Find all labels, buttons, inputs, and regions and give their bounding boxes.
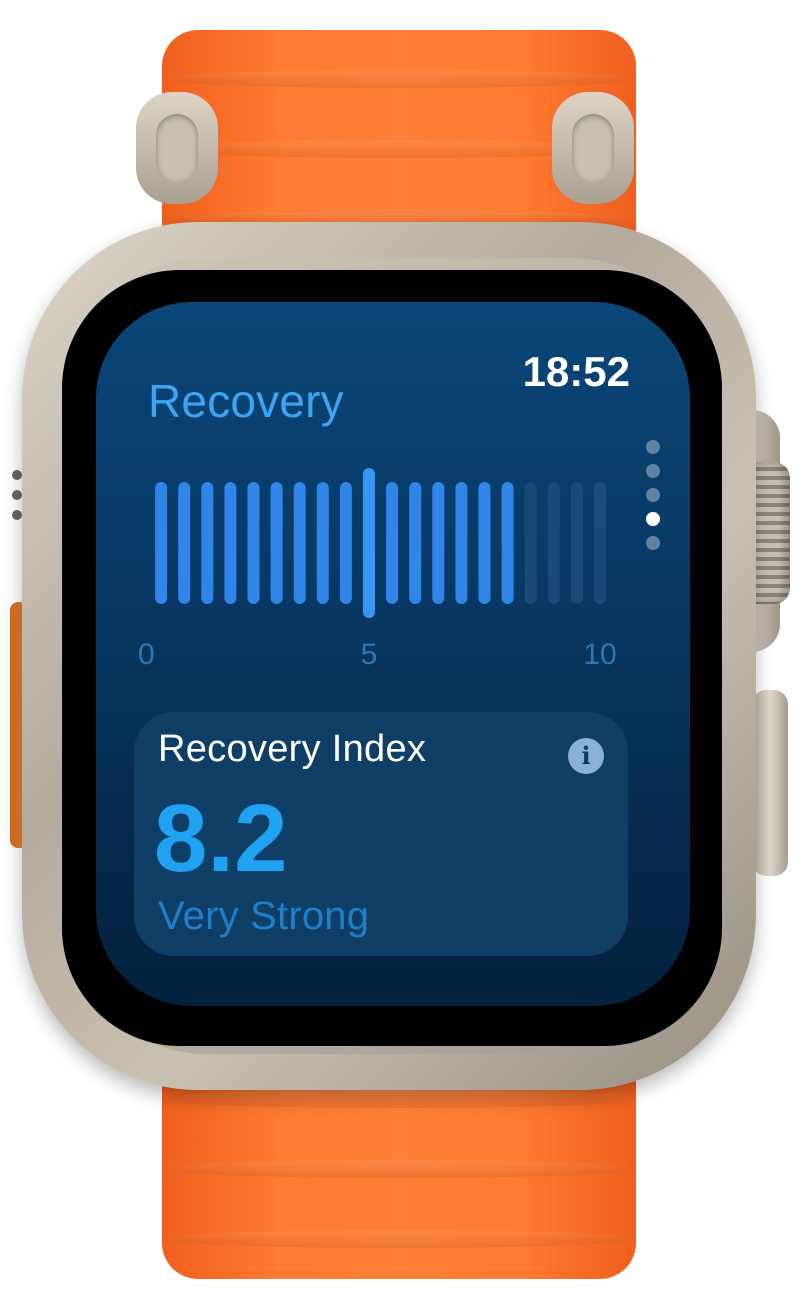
clock-time: 18:52	[522, 348, 630, 395]
x-tick-label: 10	[583, 638, 616, 671]
x-tick-label: 0	[138, 638, 155, 671]
recovery-bar	[224, 482, 237, 604]
recovery-bar	[155, 482, 168, 604]
page-dot	[646, 440, 660, 454]
band-rib	[162, 140, 636, 158]
side-button[interactable]	[752, 690, 788, 876]
recovery-bar	[594, 482, 606, 604]
page-dot-active	[646, 512, 660, 526]
lug-left	[136, 92, 218, 204]
recovery-bar	[524, 482, 537, 604]
band-rib	[162, 1090, 636, 1108]
recovery-bar	[247, 482, 260, 604]
recovery-bar	[570, 482, 583, 604]
recovery-index-card[interactable]: Recovery Index i 8.2 Very Strong	[134, 712, 628, 956]
page-dot	[646, 488, 660, 502]
band-rib	[162, 70, 636, 88]
recovery-bar	[409, 482, 422, 604]
page-dot	[646, 536, 660, 550]
recovery-bar	[478, 482, 491, 604]
speaker-hole	[12, 510, 22, 520]
watch-screen: Recovery 18:52 0 5 10 Recovery Index i 8.2…	[96, 302, 690, 1006]
recovery-bar	[432, 482, 445, 604]
recovery-bar	[386, 482, 399, 604]
band-rib	[162, 1230, 636, 1248]
recovery-bar	[270, 482, 283, 604]
lug-right	[552, 92, 634, 204]
speaker-hole	[12, 470, 22, 480]
app-title: Recovery	[148, 375, 344, 427]
page-dot	[646, 464, 660, 478]
recovery-bar-chart: 0 5 10	[138, 468, 617, 671]
recovery-bar	[201, 482, 214, 604]
recovery-bar	[316, 482, 329, 604]
recovery-bar	[455, 482, 468, 604]
speaker-hole	[12, 490, 22, 500]
x-tick-label: 5	[361, 638, 378, 671]
recovery-bar	[339, 482, 352, 604]
recovery-bar	[293, 482, 306, 604]
recovery-bar	[501, 482, 514, 604]
recovery-status: Very Strong	[158, 894, 370, 938]
recovery-bar	[178, 482, 191, 604]
info-icon[interactable]: i	[568, 738, 604, 774]
card-label: Recovery Index	[158, 728, 427, 770]
recovery-bar	[363, 468, 375, 618]
recovery-index-value: 8.2	[154, 785, 288, 892]
recovery-bar	[547, 482, 560, 604]
band-rib	[162, 1160, 636, 1178]
page-indicator[interactable]	[646, 440, 662, 560]
